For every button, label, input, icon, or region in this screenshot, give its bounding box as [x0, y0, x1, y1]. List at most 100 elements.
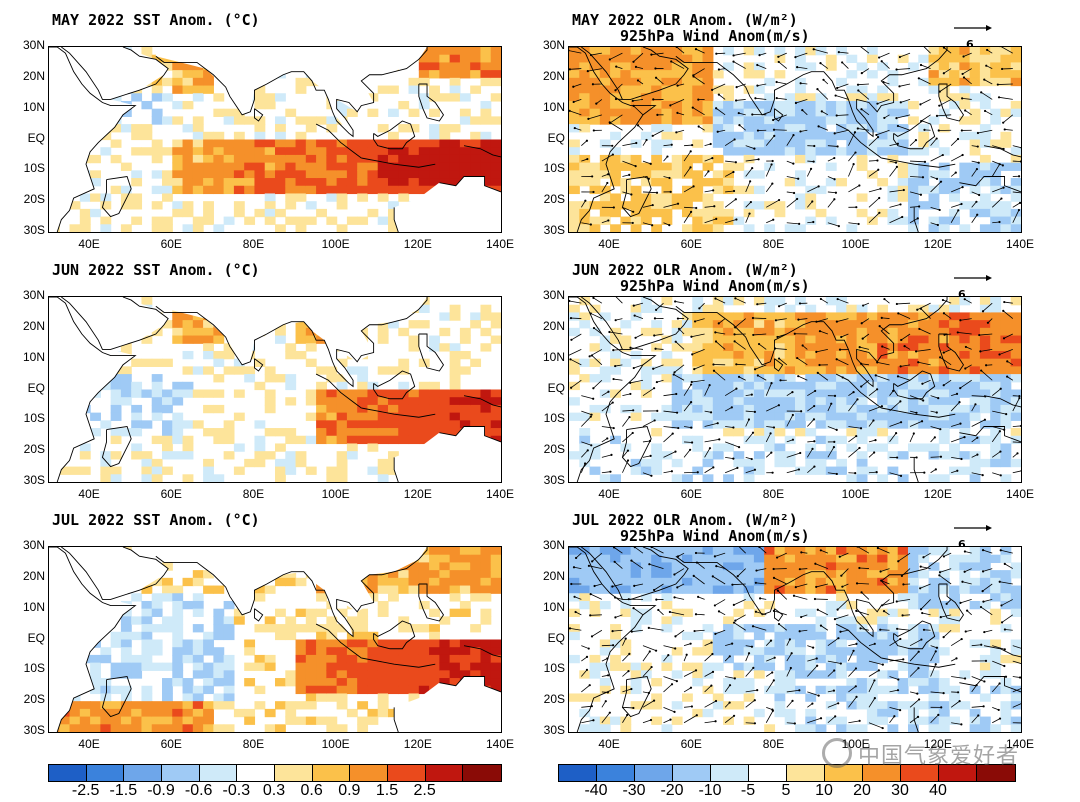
anomaly-cell: [897, 397, 909, 406]
anomaly-cell: [90, 678, 101, 687]
anomaly-cell: [815, 335, 827, 344]
wind-vector: [901, 333, 911, 341]
anomaly-cell: [651, 412, 663, 421]
anomaly-cell: [682, 389, 693, 398]
anomaly-cell: [336, 624, 348, 633]
anomaly-cell: [887, 154, 899, 164]
anomaly-cell: [640, 208, 652, 218]
anomaly-cell: [346, 616, 358, 625]
anomaly-cell: [151, 93, 163, 102]
anomaly-cell: [661, 593, 673, 602]
anomaly-cell: [151, 716, 163, 725]
anomaly-cell: [79, 716, 91, 725]
anomaly-cell: [295, 178, 307, 187]
anomaly-cell: [244, 216, 256, 225]
wind-vector: [930, 138, 937, 146]
anomaly-cell: [733, 412, 745, 421]
anomaly-cell: [172, 139, 184, 148]
anomaly-cell: [295, 701, 307, 710]
anomaly-cell: [480, 312, 492, 321]
anomaly-cell: [182, 124, 194, 133]
anomaly-cell: [733, 547, 745, 556]
anomaly-cell: [589, 466, 601, 475]
anomaly-cell: [620, 185, 632, 195]
anomaly-cell: [141, 124, 153, 133]
anomaly-cell: [918, 185, 930, 195]
anomaly-cell: [682, 93, 693, 102]
anomaly-cell: [743, 547, 755, 556]
wind-vector: [593, 379, 603, 389]
anomaly-cell: [661, 404, 673, 414]
anomaly-cell: [640, 131, 652, 141]
wind-vector: [897, 376, 911, 381]
anomaly-cell: [610, 108, 621, 117]
anomaly-cell: [887, 570, 899, 579]
anomaly-cell: [388, 593, 399, 602]
wind-vector: [909, 433, 915, 443]
wind-vector-head: [747, 418, 751, 421]
anomaly-cell: [326, 139, 338, 148]
anomaly-cell: [630, 381, 642, 391]
anomaly-cell: [569, 577, 580, 587]
anomaly-cell: [182, 451, 194, 460]
anomaly-cell: [692, 404, 704, 414]
anomaly-cell: [990, 570, 1002, 579]
anomaly-cell: [877, 62, 889, 71]
anomaly-cell: [162, 428, 173, 437]
anomaly-cell: [151, 389, 163, 398]
anomaly-cell: [233, 616, 245, 625]
anomaly-cell: [856, 358, 868, 367]
coastline-segment: [61, 47, 169, 100]
anomaly-cell: [692, 297, 704, 306]
wind-vector: [655, 348, 664, 350]
anomaly-cell: [702, 374, 714, 383]
anomaly-cell: [316, 716, 327, 725]
anomaly-cell: [490, 562, 501, 571]
anomaly-cell: [938, 724, 950, 732]
anomaly-cell: [692, 350, 704, 360]
anomaly-cell: [151, 708, 163, 718]
anomaly-cell: [275, 577, 286, 587]
wind-vector-head: [914, 139, 918, 142]
wind-vector-head: [820, 110, 823, 113]
anomaly-cell: [866, 716, 878, 725]
wind-vector: [835, 95, 849, 100]
anomaly-cell: [825, 374, 837, 383]
anomaly-cell: [398, 124, 410, 133]
anomaly-cell: [846, 412, 858, 421]
anomaly-cell: [836, 304, 847, 314]
anomaly-cell: [805, 670, 817, 679]
anomaly-cell: [928, 685, 940, 695]
wind-vector: [965, 364, 972, 369]
anomaly-cell: [949, 343, 960, 352]
anomaly-cell: [610, 162, 621, 171]
anomaly-cell: [599, 108, 611, 117]
anomaly-cell: [388, 397, 399, 406]
anomaly-cell: [480, 170, 492, 179]
anomaly-cell: [295, 320, 307, 329]
anomaly-cell: [918, 701, 930, 710]
wind-vector-head: [709, 411, 713, 414]
anomaly-cell: [151, 412, 163, 421]
wind-vector: [841, 333, 849, 338]
anomaly-cell: [815, 639, 827, 648]
anomaly-cell: [254, 420, 266, 429]
anomaly-cell: [100, 474, 112, 482]
wind-vector: [868, 405, 883, 412]
anomaly-cell: [836, 570, 847, 579]
anomaly-cell: [120, 366, 132, 375]
wind-vector-head: [985, 64, 988, 67]
anomaly-cell: [692, 547, 704, 556]
wind-vector: [889, 204, 901, 208]
anomaly-cell: [733, 374, 745, 383]
wind-vector-head: [608, 330, 611, 334]
anomaly-cell: [151, 435, 163, 445]
wind-vector: [693, 68, 705, 76]
wind-vector: [922, 379, 931, 385]
anomaly-cell: [702, 77, 714, 87]
anomaly-cell: [141, 600, 153, 610]
anomaly-cell: [336, 170, 348, 179]
anomaly-cell: [887, 147, 899, 156]
anomaly-cell: [305, 662, 317, 671]
anomaly-cell: [1000, 358, 1012, 367]
